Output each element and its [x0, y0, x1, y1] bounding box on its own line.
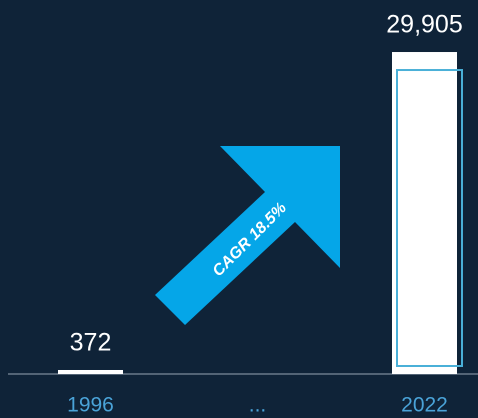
x-tick-label: 1996	[67, 394, 114, 417]
x-tick-label: 2022	[401, 394, 448, 417]
growth-arrow	[155, 146, 340, 325]
value-label: 372	[70, 329, 112, 357]
bar	[392, 52, 457, 375]
value-label: 29,905	[386, 11, 462, 39]
x-tick-label: ...	[249, 394, 267, 417]
bar	[58, 369, 123, 374]
bar-outline	[396, 69, 463, 368]
